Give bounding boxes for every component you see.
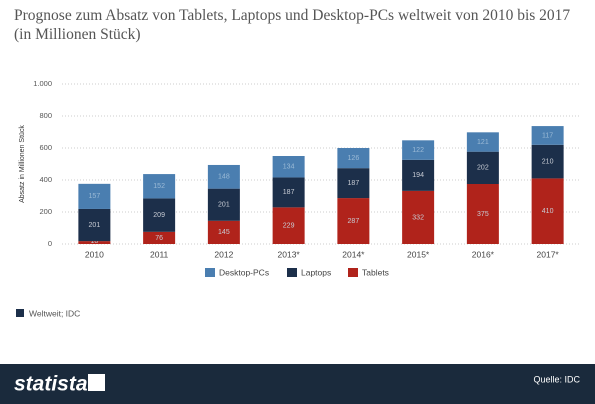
brand-icon: [88, 374, 105, 391]
bar-segment: [78, 241, 111, 244]
y-tick-label: 1.000: [33, 79, 52, 88]
value-label: 210: [542, 158, 554, 165]
value-label: 332: [412, 214, 424, 221]
value-label: 187: [348, 180, 360, 187]
value-label: 145: [218, 229, 230, 236]
bar-segment: [466, 132, 499, 152]
bar-segment: [272, 177, 305, 208]
legend-swatch: [348, 268, 358, 277]
y-tick-label: 0: [48, 239, 52, 248]
x-tick-label: 2015*: [407, 249, 430, 259]
value-label: 117: [542, 132, 553, 139]
bar-segment: [337, 148, 370, 169]
value-label: 134: [283, 164, 295, 171]
x-tick-label: 2012: [214, 249, 233, 259]
value-label: 76: [155, 235, 163, 242]
y-tick-label: 800: [39, 111, 52, 120]
value-label: 126: [348, 155, 360, 162]
chart-title: Prognose zum Absatz von Tablets, Laptops…: [14, 7, 571, 43]
bar-segment: [337, 198, 370, 244]
value-label: 194: [412, 172, 424, 179]
value-label: 148: [218, 174, 230, 181]
info-icon: [16, 309, 24, 317]
brand: statista: [14, 373, 88, 396]
bar-segment: [402, 190, 435, 244]
note: Weltweit; IDC: [29, 308, 80, 318]
x-tick-label: 2017*: [537, 249, 560, 259]
bar-segment: [402, 159, 435, 191]
bar-segment: [78, 208, 111, 242]
bar-segment: [78, 183, 111, 209]
bar-segment: [466, 151, 499, 184]
bar-segment: [337, 168, 370, 199]
source: Quelle: IDC: [533, 374, 580, 384]
bar-segment: [143, 198, 176, 232]
value-label: 229: [283, 223, 295, 230]
value-label: 121: [477, 139, 489, 146]
y-axis-label: Absatz in Millionen Stück: [19, 125, 26, 203]
y-tick-label: 200: [39, 207, 52, 216]
x-tick-label: 2010: [85, 249, 104, 259]
value-label: 201: [89, 222, 101, 229]
legend-label: Laptops: [301, 267, 331, 277]
value-label: 152: [153, 183, 165, 190]
y-tick-label: 400: [39, 175, 52, 184]
bar-segment: [207, 220, 240, 244]
bar-segment: [272, 207, 305, 244]
bar-segment: [272, 156, 305, 178]
x-tick-label: 2014*: [342, 249, 365, 259]
bar-segment: [143, 174, 176, 199]
value-label: 18: [90, 238, 98, 245]
legend-label: Desktop-PCs: [219, 267, 269, 277]
value-label: 122: [412, 147, 424, 154]
bar-segment: [207, 164, 240, 189]
x-tick-label: 2013*: [278, 249, 301, 259]
bar-segment: [207, 188, 240, 221]
legend-swatch: [205, 268, 215, 277]
y-tick-label: 600: [39, 143, 52, 152]
value-label: 209: [153, 212, 165, 219]
x-tick-label: 2011: [150, 249, 169, 259]
x-tick-label: 2016*: [472, 249, 495, 259]
bar-segment: [531, 126, 564, 145]
legend-label: Tablets: [362, 267, 389, 277]
value-label: 287: [348, 218, 360, 225]
legend-swatch: [287, 268, 297, 277]
value-label: 202: [477, 165, 489, 172]
value-label: 201: [218, 202, 230, 209]
value-label: 410: [542, 208, 554, 215]
bar-segment: [531, 178, 564, 244]
bar-segment: [466, 184, 499, 244]
bar-segment: [402, 140, 435, 160]
bar-segment: [531, 144, 564, 179]
value-label: 187: [283, 189, 295, 196]
bar-segment: [143, 231, 176, 244]
value-label: 157: [89, 193, 101, 200]
value-label: 375: [477, 211, 489, 218]
